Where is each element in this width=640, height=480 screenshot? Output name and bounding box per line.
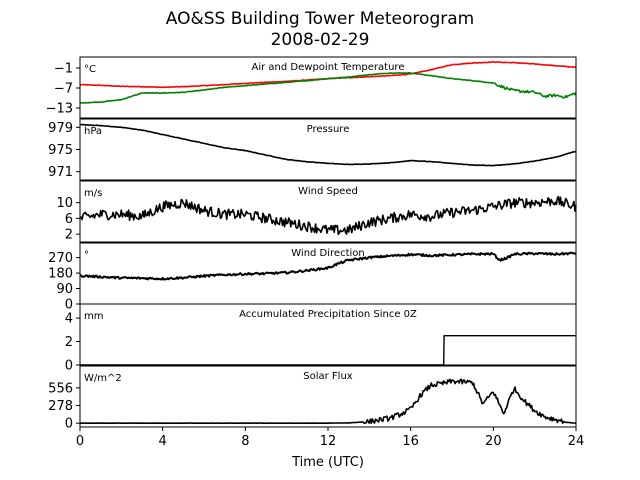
- series-line: [79, 378, 576, 425]
- y-tick-label: 979: [48, 121, 73, 136]
- panel-5: 0 2 4 Accumulated Precipitation Since 0Z mm: [65, 303, 577, 374]
- panel-title: Air and Dewpoint Temperature: [252, 62, 405, 73]
- y-tick-label: 0: [65, 298, 73, 313]
- x-tick-label: 16: [402, 434, 419, 449]
- y-tick-label: −7: [54, 82, 73, 97]
- y-tick-label: 975: [48, 143, 73, 158]
- panel-frame: [79, 180, 577, 243]
- panel-frame: [79, 303, 577, 366]
- y-tick-label: 971: [48, 165, 73, 180]
- series-line: [79, 123, 577, 167]
- panel-1: −13 −7 −1 Air and Dewpoint Temperature °C: [46, 56, 577, 119]
- x-tick-label: 0: [76, 434, 84, 449]
- series-line: [79, 72, 577, 104]
- x-tick-label: 20: [485, 434, 502, 449]
- x-axis-label: Time (UTC): [291, 455, 364, 470]
- y-tick-label: 270: [48, 251, 73, 266]
- y-tick-label: 6: [65, 212, 73, 227]
- panel-title: Accumulated Precipitation Since 0Z: [239, 309, 417, 320]
- y-tick-label: 556: [48, 381, 73, 396]
- y-tick-label: 0: [65, 359, 73, 374]
- x-tick-label: 12: [320, 434, 337, 449]
- y-tick-label: −1: [54, 62, 73, 77]
- x-tick-label: 4: [159, 434, 167, 449]
- panel-unit-label: mm: [84, 311, 103, 322]
- panel-title: Pressure: [307, 124, 350, 135]
- panel-unit-label: °: [84, 250, 89, 261]
- y-tick-label: 2: [65, 335, 73, 350]
- panel-2: 971 975 979 Pressure hPa: [48, 118, 577, 181]
- y-tick-label: 278: [48, 399, 73, 414]
- x-tick-label: 8: [241, 434, 249, 449]
- figure-title-line1: AO&SS Building Tower Meteorogram: [166, 9, 474, 29]
- panel-unit-label: m/s: [84, 188, 102, 199]
- panels-group: −13 −7 −1 Air and Dewpoint Temperature °C 971…: [46, 56, 577, 432]
- y-tick-label: 2: [65, 228, 73, 243]
- y-tick-label: 4: [65, 312, 73, 327]
- x-tick-label: 24: [568, 434, 585, 449]
- y-tick-label: −13: [46, 102, 73, 117]
- y-tick-label: 180: [48, 267, 73, 282]
- figure-title-line2: 2008-02-29: [271, 30, 370, 50]
- x-axis: 0 4 8 12 16 20 24: [76, 427, 584, 449]
- y-tick-label: 10: [56, 196, 73, 211]
- panel-unit-label: W/m^2: [84, 373, 122, 384]
- series-line: [79, 251, 577, 281]
- series-line: [79, 195, 577, 236]
- panel-unit-label: °C: [84, 64, 96, 75]
- y-tick-label: 0: [65, 417, 73, 432]
- panel-6: 0 278 556 Solar Flux W/m^2: [48, 365, 577, 432]
- panel-title: Wind Direction: [291, 248, 365, 259]
- panel-unit-label: hPa: [84, 126, 102, 137]
- panel-title: Solar Flux: [303, 371, 353, 382]
- y-tick-label: 90: [56, 282, 73, 297]
- panel-title: Wind Speed: [298, 186, 358, 197]
